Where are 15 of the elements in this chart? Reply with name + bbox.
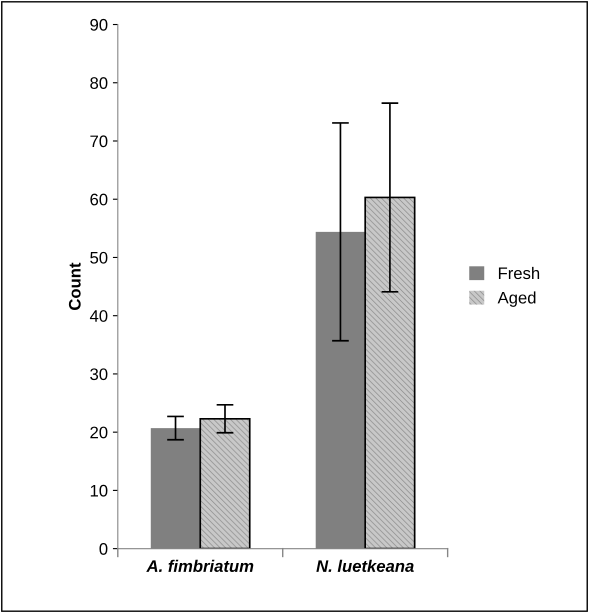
x-tick-label: N. luetkeana bbox=[316, 560, 414, 572]
y-tick-label: 70 bbox=[90, 135, 108, 148]
x-tick-label: A. fimbriatum bbox=[146, 560, 254, 572]
y-tick-label: 40 bbox=[90, 310, 108, 322]
y-tick-label: 30 bbox=[90, 368, 108, 380]
y-tick-label: 90 bbox=[90, 18, 108, 31]
y-tick-label: 10 bbox=[90, 484, 108, 497]
y-axis-title: Count bbox=[68, 262, 81, 310]
y-tick-label: 0 bbox=[99, 543, 108, 555]
legend-label: Fresh bbox=[498, 266, 540, 280]
y-tick-label: 50 bbox=[90, 252, 108, 264]
y-tick-label: 20 bbox=[90, 426, 108, 438]
y-tick-label: 80 bbox=[90, 77, 108, 89]
y-tick-label: 60 bbox=[90, 194, 108, 206]
legend-label: Aged bbox=[498, 291, 536, 307]
